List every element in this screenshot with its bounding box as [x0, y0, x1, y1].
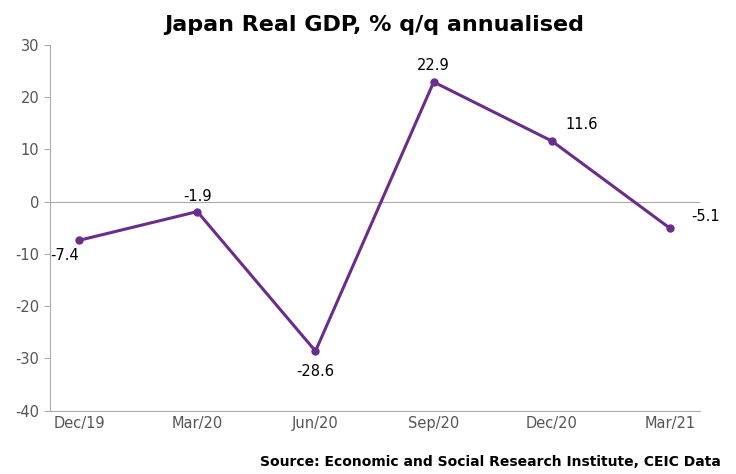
Text: Source: Economic and Social Research Institute, CEIC Data: Source: Economic and Social Research Ins… [261, 455, 721, 469]
Text: -7.4: -7.4 [50, 248, 79, 263]
Text: 22.9: 22.9 [417, 57, 450, 73]
Text: 11.6: 11.6 [565, 117, 598, 132]
Title: Japan Real GDP, % q/q annualised: Japan Real GDP, % q/q annualised [165, 15, 584, 35]
Text: -1.9: -1.9 [183, 189, 212, 204]
Text: -5.1: -5.1 [691, 209, 720, 224]
Text: -28.6: -28.6 [297, 364, 334, 379]
